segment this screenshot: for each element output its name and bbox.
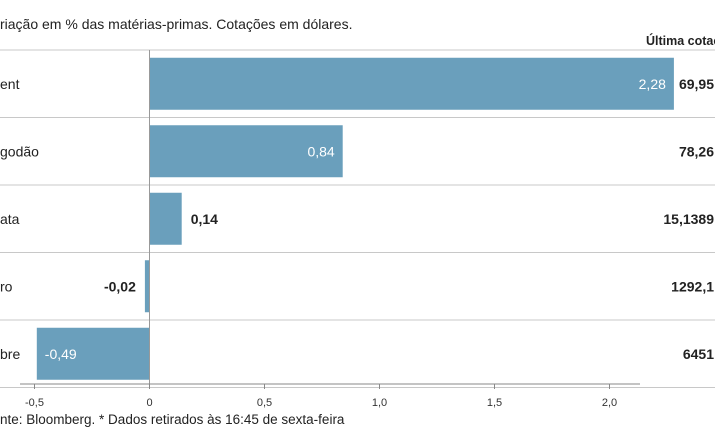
x-tick-label: 0,5 bbox=[257, 397, 272, 409]
data-label: -0,02 bbox=[104, 278, 136, 294]
last-quote-value: 15,1389 bbox=[663, 211, 714, 227]
category-label: bre bbox=[0, 346, 20, 362]
data-label: 0,14 bbox=[191, 211, 218, 227]
x-tick-label: 1,0 bbox=[372, 397, 387, 409]
last-quote-value: 1292,1 bbox=[671, 278, 714, 294]
bar bbox=[149, 192, 182, 245]
source-note: nte: Bloomberg. * Dados retirados às 16:… bbox=[0, 412, 345, 427]
category-label: ata bbox=[0, 211, 20, 227]
bar bbox=[149, 57, 674, 110]
x-tick-label: -0,5 bbox=[25, 397, 44, 409]
bar bbox=[36, 327, 150, 380]
x-tick-label: 0 bbox=[146, 397, 152, 409]
data-label: 0,84 bbox=[307, 143, 334, 159]
x-tick-label: 1,5 bbox=[487, 397, 502, 409]
category-label: ent bbox=[0, 76, 20, 92]
bar bbox=[149, 125, 343, 178]
category-label: godão bbox=[0, 143, 39, 159]
last-quote-header: Última cotaç bbox=[646, 33, 715, 48]
last-quote-value: 69,95 bbox=[679, 76, 714, 92]
category-label: ro bbox=[0, 278, 13, 294]
last-quote-value: 6451 bbox=[683, 346, 714, 362]
data-label: -0,49 bbox=[45, 346, 77, 362]
chart-subtitle: riação em % das matérias-primas. Cotaçõe… bbox=[0, 16, 353, 32]
bar bbox=[144, 260, 150, 313]
data-label: 2,28 bbox=[639, 76, 666, 92]
last-quote-value: 78,26 bbox=[679, 143, 714, 159]
x-tick-label: 2,0 bbox=[602, 397, 617, 409]
